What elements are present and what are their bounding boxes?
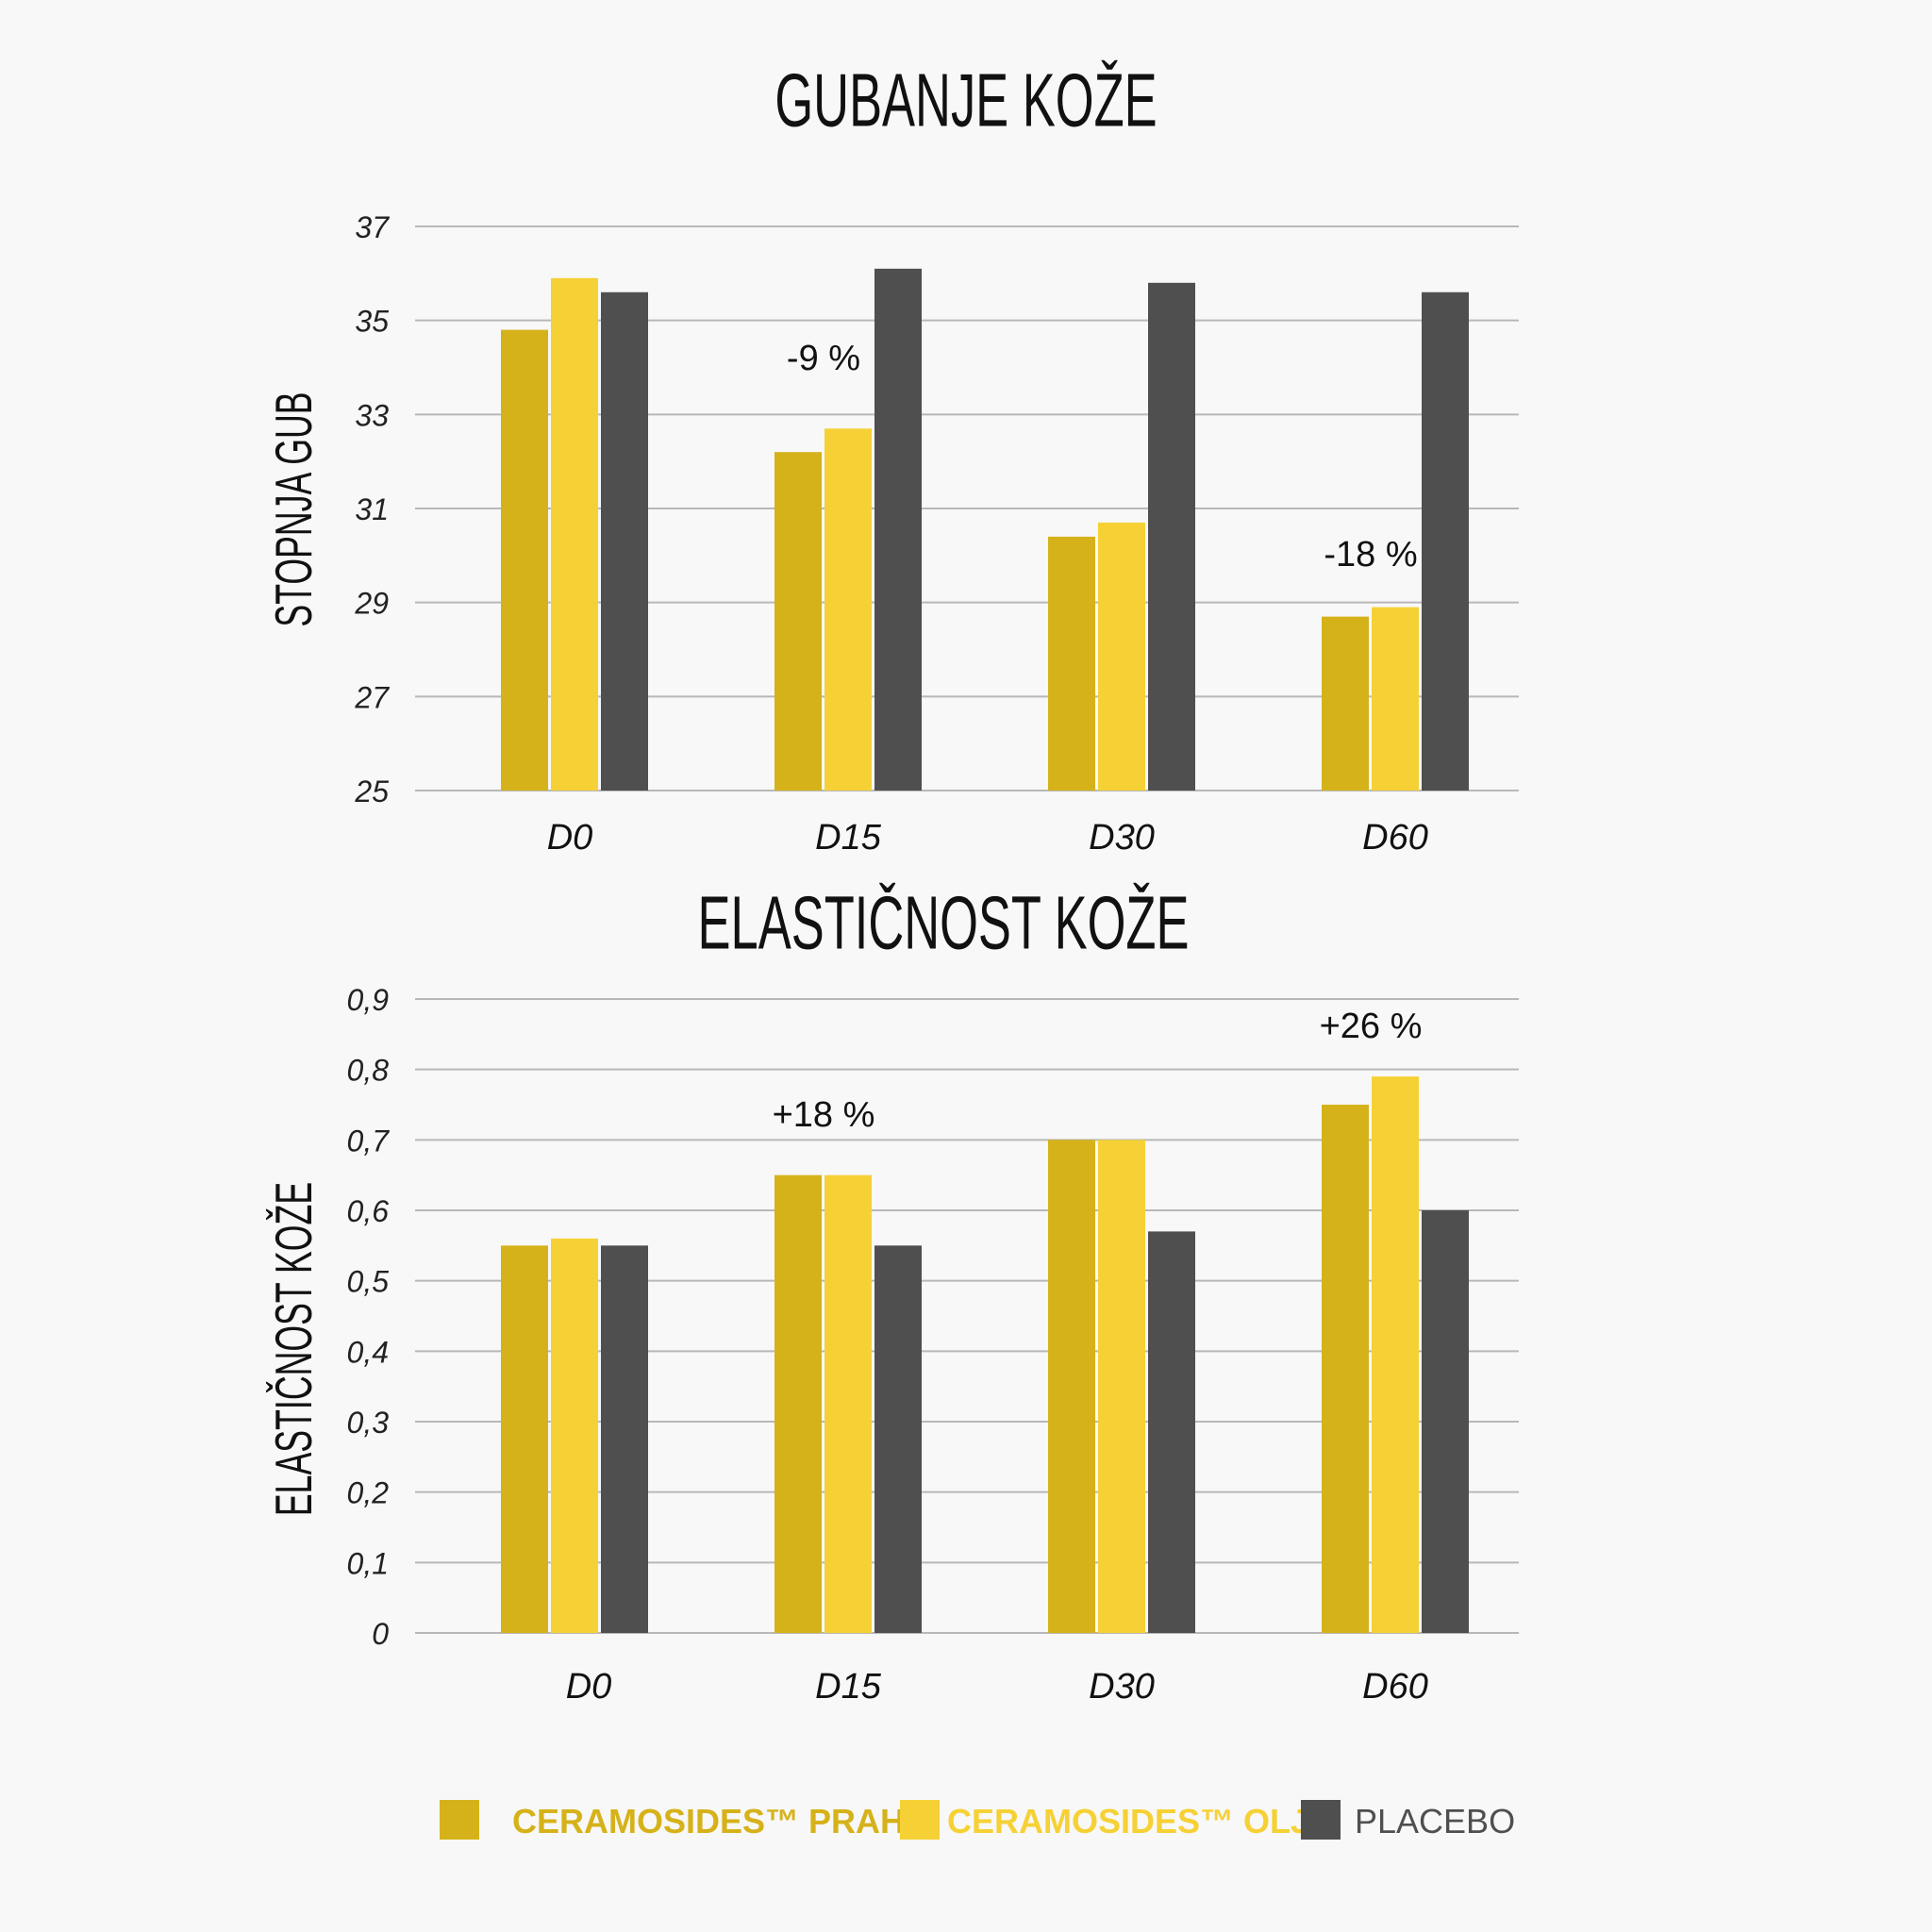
chart-1-x-tick-label: D15 (815, 818, 882, 858)
chart-2-bar-d0-series-1 (501, 1245, 548, 1633)
chart-2-y-tick-label: 0,8 (347, 1054, 390, 1088)
legend-label-prah: CERAMOSIDES™ PRAH (512, 1802, 905, 1840)
chart-2-y-tick-label: 0,4 (347, 1335, 389, 1369)
chart-1-x-tick-label: D30 (1089, 818, 1155, 858)
chart-1-y-tick-label: 37 (355, 210, 390, 244)
chart-2-annotation-d15: +18 % (773, 1095, 875, 1135)
chart-2-bar-d60-series-3 (1422, 1210, 1469, 1633)
chart-2-bar-d0-series-3 (601, 1245, 648, 1633)
chart-2-title: ELASTIČNOST KOŽE (698, 880, 1190, 965)
chart-1-y-tick-label: 29 (354, 587, 389, 621)
chart-2-bar-d0-series-2 (551, 1238, 598, 1633)
legend: CERAMOSIDES™ PRAH CERAMOSIDES™ OLJE PLAC… (440, 1800, 1515, 1840)
chart-1-bar-d60-series-2 (1372, 607, 1419, 791)
chart-2-bar-d30-series-1 (1048, 1140, 1095, 1633)
chart-2-plot: 0 0,1 0,2 0,3 0,4 0,5 0,6 0,7 0,8 0,9 D0 D15 D30 D60 +… (347, 983, 1519, 1707)
chart-2-bar-d30-series-2 (1098, 1140, 1145, 1633)
chart-1-x-tick-label: D60 (1362, 818, 1428, 858)
legend-swatch-prah (440, 1800, 479, 1840)
chart-1-y-tick-label: 35 (355, 305, 389, 339)
chart-1-bar-d30-series-2 (1098, 522, 1145, 791)
chart-1-annotation-d60: -18 % (1324, 535, 1417, 575)
legend-label-olje: CERAMOSIDES™ OLJE (947, 1802, 1332, 1840)
chart-1-annotation-d15: -9 % (787, 339, 860, 378)
legend-swatch-placebo (1301, 1800, 1341, 1840)
chart-2-annotation-d60: +26 % (1320, 1007, 1423, 1046)
chart-2-x-tick-label: D30 (1089, 1667, 1155, 1707)
chart-2-bar-d60-series-1 (1322, 1105, 1369, 1633)
chart-2-bar-d60-series-2 (1372, 1076, 1419, 1633)
chart-1-bar-d0-series-3 (601, 291, 648, 791)
chart-1-bar-d0-series-1 (501, 329, 548, 791)
chart-2-y-tick-label: 0,9 (347, 983, 390, 1017)
chart-1-bar-d30-series-1 (1048, 536, 1095, 791)
chart-2-y-axis-label: ELASTIČNOST KOŽE (264, 1182, 323, 1516)
chart-1-bar-d60-series-3 (1422, 291, 1469, 791)
chart-2-y-tick-label: 0,6 (347, 1194, 390, 1228)
chart-1-bar-d30-series-3 (1148, 282, 1195, 791)
chart-1-bar-d60-series-1 (1322, 616, 1369, 791)
legend-label-placebo: PLACEBO (1355, 1802, 1515, 1840)
chart-1-title: GUBANJE KOŽE (774, 58, 1157, 142)
chart-2-bar-d15-series-1 (774, 1174, 822, 1633)
chart-1-plot: 25 27 29 31 33 35 37 D0 D15 D30 D60 -9 % -18 % (354, 210, 1519, 858)
chart-1-bar-d15-series-1 (774, 452, 822, 791)
chart-1-bar-d15-series-2 (824, 428, 872, 791)
chart-2-bar-d30-series-3 (1148, 1231, 1195, 1633)
chart-2-x-tick-label: D15 (815, 1667, 882, 1707)
chart-2-y-tick-label: 0,5 (347, 1265, 390, 1299)
chart-2-y-tick-label: 0 (372, 1617, 389, 1651)
chart-1-x-tick-label: D0 (547, 818, 593, 858)
chart-2-y-tick-label: 0,2 (347, 1476, 390, 1510)
chart-2-y-tick-label: 0,7 (347, 1124, 391, 1158)
chart-2-bar-d15-series-3 (874, 1245, 922, 1633)
chart-2-y-tick-label: 0,1 (347, 1546, 389, 1580)
chart-1-y-tick-label: 31 (355, 492, 389, 526)
chart-2-y-tick-label: 0,3 (347, 1406, 390, 1440)
chart-2-bar-d15-series-2 (824, 1174, 872, 1633)
chart-2-x-tick-label: D60 (1362, 1667, 1428, 1707)
chart-2-x-tick-label: D0 (566, 1667, 612, 1707)
chart-1-y-axis-label: STOPNJA GUB (264, 391, 323, 626)
chart-1-bar-d15-series-3 (874, 268, 922, 791)
chart-1-y-tick-label: 33 (355, 398, 389, 432)
chart-1-y-tick-label: 25 (354, 774, 389, 808)
legend-swatch-olje (900, 1800, 940, 1840)
chart-1-bar-d0-series-2 (551, 277, 598, 791)
chart-1-y-tick-label: 27 (354, 680, 390, 714)
